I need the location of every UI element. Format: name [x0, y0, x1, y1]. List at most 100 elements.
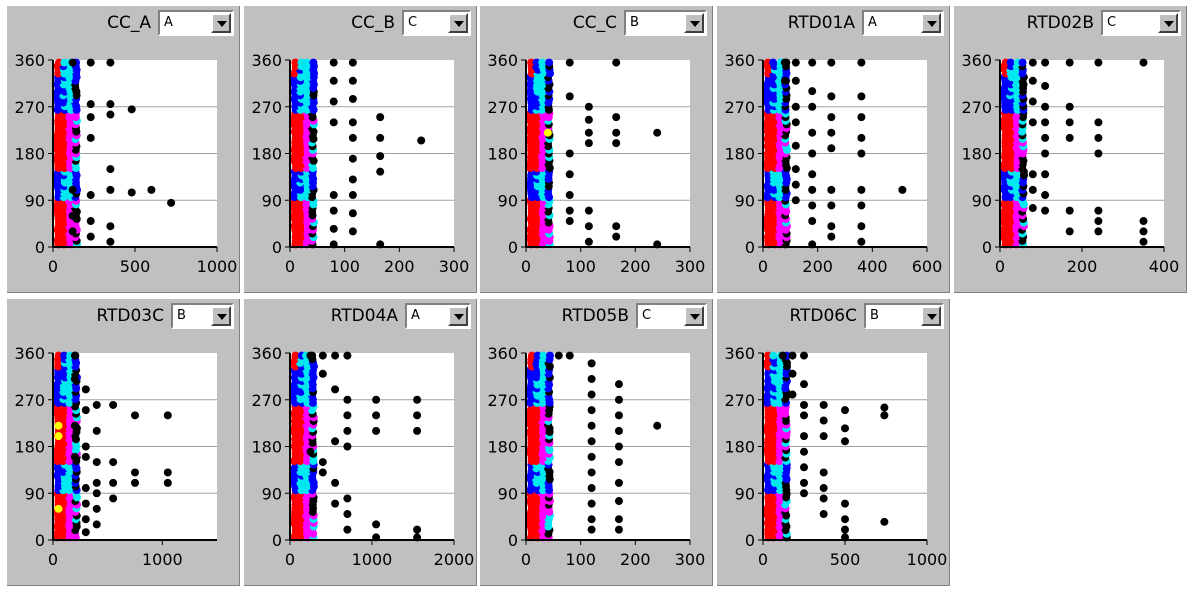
y-tick-label: 360: [961, 51, 992, 70]
data-point: [880, 517, 889, 526]
data-point: [780, 76, 789, 85]
dropdown-arrow-button[interactable]: [211, 306, 231, 326]
data-point: [306, 447, 315, 456]
data-point: [819, 416, 828, 425]
data-point: [614, 497, 623, 506]
data-point: [1139, 217, 1148, 226]
data-point: [791, 141, 800, 150]
data-point: [800, 432, 808, 441]
x-tick-label: 1000: [197, 257, 238, 276]
chart-title: CC_C: [572, 13, 617, 33]
scatter-plot: 0 90 180 270 360 0 500 1000: [14, 51, 238, 276]
dropdown-arrow-button[interactable]: [684, 13, 704, 33]
data-point: [348, 76, 357, 85]
series-selector-value: B: [630, 15, 639, 30]
y-tick-label: 360: [724, 51, 755, 70]
data-point: [841, 406, 849, 415]
y-tick-label: 90: [498, 484, 518, 503]
data-point: [348, 133, 357, 142]
dropdown-arrow-button[interactable]: [448, 13, 468, 33]
y-tick-label: 180: [251, 438, 282, 457]
data-point: [81, 406, 90, 415]
series-selector-dropdown[interactable]: B: [864, 303, 944, 329]
data-point: [587, 515, 596, 524]
data-point: [127, 105, 136, 114]
data-point: [1028, 118, 1037, 127]
data-point: [1065, 206, 1074, 215]
series-selector-value: C: [642, 308, 652, 323]
data-point: [376, 113, 385, 122]
data-point: [1094, 58, 1103, 67]
dropdown-arrow-button[interactable]: [921, 13, 941, 33]
x-tick-label: 100: [565, 550, 596, 569]
data-point: [163, 468, 172, 477]
series-selector-dropdown[interactable]: C: [636, 303, 707, 329]
data-point: [1065, 227, 1074, 236]
data-point: [554, 351, 563, 360]
data-point: [800, 447, 808, 456]
data-point: [306, 351, 315, 360]
data-point: [1028, 76, 1037, 85]
data-point: [81, 484, 90, 493]
data-point: [808, 102, 817, 111]
x-tick-label: 300: [675, 550, 706, 569]
data-point: [343, 395, 352, 404]
data-point: [1028, 204, 1037, 213]
chart-panel-cc_b: CC_B C 0 90 180 270 360 0 100 200 300: [244, 6, 477, 293]
x-tick-label: 500: [830, 550, 861, 569]
data-point: [318, 458, 327, 467]
series-selector-dropdown[interactable]: B: [171, 303, 234, 329]
series-selector-dropdown[interactable]: B: [624, 10, 707, 36]
dropdown-arrow-button[interactable]: [921, 306, 941, 326]
data-point: [343, 494, 352, 503]
data-point: [1028, 170, 1037, 179]
data-point: [1094, 217, 1103, 226]
series-selector-dropdown[interactable]: A: [862, 10, 944, 36]
data-point: [827, 144, 836, 153]
density-peak-dot: [54, 421, 63, 430]
data-point: [808, 170, 817, 179]
data-point: [348, 154, 357, 163]
data-point: [800, 351, 808, 360]
data-point: [1139, 237, 1148, 246]
data-point: [841, 499, 849, 508]
data-point: [778, 351, 787, 360]
data-point: [86, 113, 95, 122]
data-point: [587, 468, 596, 477]
y-tick-label: 180: [14, 438, 45, 457]
y-tick-label: 270: [724, 391, 755, 410]
dropdown-arrow-button[interactable]: [1158, 13, 1178, 33]
data-point: [1041, 81, 1050, 90]
y-tick-label: 90: [262, 191, 282, 210]
data-point: [841, 424, 849, 433]
data-point: [788, 369, 797, 378]
data-point: [565, 92, 574, 101]
data-point: [413, 411, 422, 420]
data-point: [827, 201, 836, 210]
data-point: [612, 139, 621, 148]
dropdown-arrow-button[interactable]: [684, 306, 704, 326]
scatter-plot: 0 90 180 270 360 0 100 200 300: [487, 51, 705, 276]
data-point: [372, 411, 381, 420]
data-point: [653, 421, 662, 430]
series-selector-dropdown[interactable]: A: [405, 303, 471, 329]
series-selector-dropdown[interactable]: C: [1101, 10, 1181, 36]
data-point: [788, 390, 797, 399]
data-point: [1065, 118, 1074, 127]
data-point: [791, 196, 800, 205]
y-tick-label: 360: [487, 51, 518, 70]
dropdown-arrow-button[interactable]: [448, 306, 468, 326]
x-tick-label: 0: [521, 550, 531, 569]
data-point: [343, 351, 352, 360]
data-point: [857, 92, 866, 101]
data-point: [376, 152, 385, 161]
series-selector-dropdown[interactable]: A: [158, 10, 234, 36]
data-point: [827, 232, 836, 241]
dropdown-arrow-button[interactable]: [211, 13, 231, 33]
data-point: [587, 484, 596, 493]
density-dot: [60, 58, 69, 67]
series-selector-dropdown[interactable]: C: [402, 10, 471, 36]
data-point: [880, 403, 889, 412]
data-point: [343, 426, 352, 435]
data-point: [614, 442, 623, 451]
